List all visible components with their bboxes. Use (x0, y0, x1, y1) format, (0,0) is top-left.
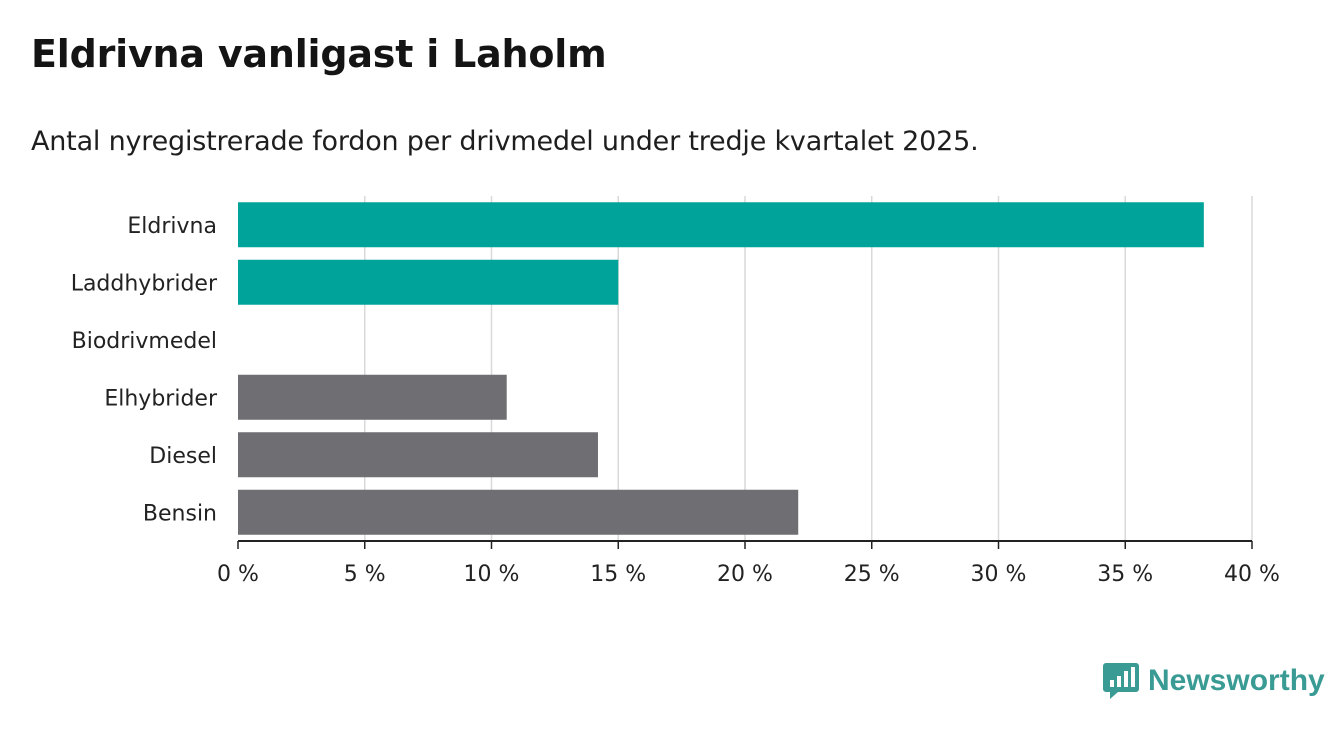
x-tick-label: 15 % (590, 562, 646, 587)
x-tick-label: 20 % (717, 562, 773, 587)
brand-logo: Newsworthy (1102, 661, 1325, 701)
chart-subtitle: Antal nyregistrerade fordon per drivmede… (31, 126, 979, 157)
category-labels: Eldrivna Laddhybrider Biodrivmedel Elhybrid… (71, 214, 218, 527)
x-tick-label: 40 % (1224, 562, 1280, 587)
category-label: Eldrivna (127, 214, 217, 239)
bar-bensin (238, 489, 799, 535)
x-axis: 0 % 5 % 10 % 15 % 20 % 25 % 30 % 35 % 40 % (217, 540, 1280, 587)
x-tick-label: 5 % (344, 562, 386, 587)
x-tick-label: 35 % (1097, 562, 1153, 587)
x-tick-label: 10 % (464, 562, 520, 587)
bar-elhybrider (238, 374, 507, 420)
brand-name: Newsworthy (1148, 664, 1325, 697)
newsworthy-chart-icon (1103, 663, 1139, 699)
bars (238, 202, 1204, 535)
chart-title: Eldrivna vanligast i Laholm (31, 32, 607, 76)
x-tick-label: 0 % (217, 562, 259, 587)
category-label: Biodrivmedel (72, 329, 217, 354)
category-label: Bensin (143, 501, 217, 526)
bar-eldrivna (238, 202, 1204, 248)
category-label: Laddhybrider (71, 271, 218, 296)
grid-lines (364, 196, 1253, 541)
bar-laddhybrider (238, 259, 619, 305)
category-label: Elhybrider (104, 386, 218, 411)
x-tick-label: 30 % (971, 562, 1027, 587)
x-tick-label: 25 % (844, 562, 900, 587)
bar-diesel (238, 432, 598, 478)
category-label: Diesel (149, 444, 217, 469)
